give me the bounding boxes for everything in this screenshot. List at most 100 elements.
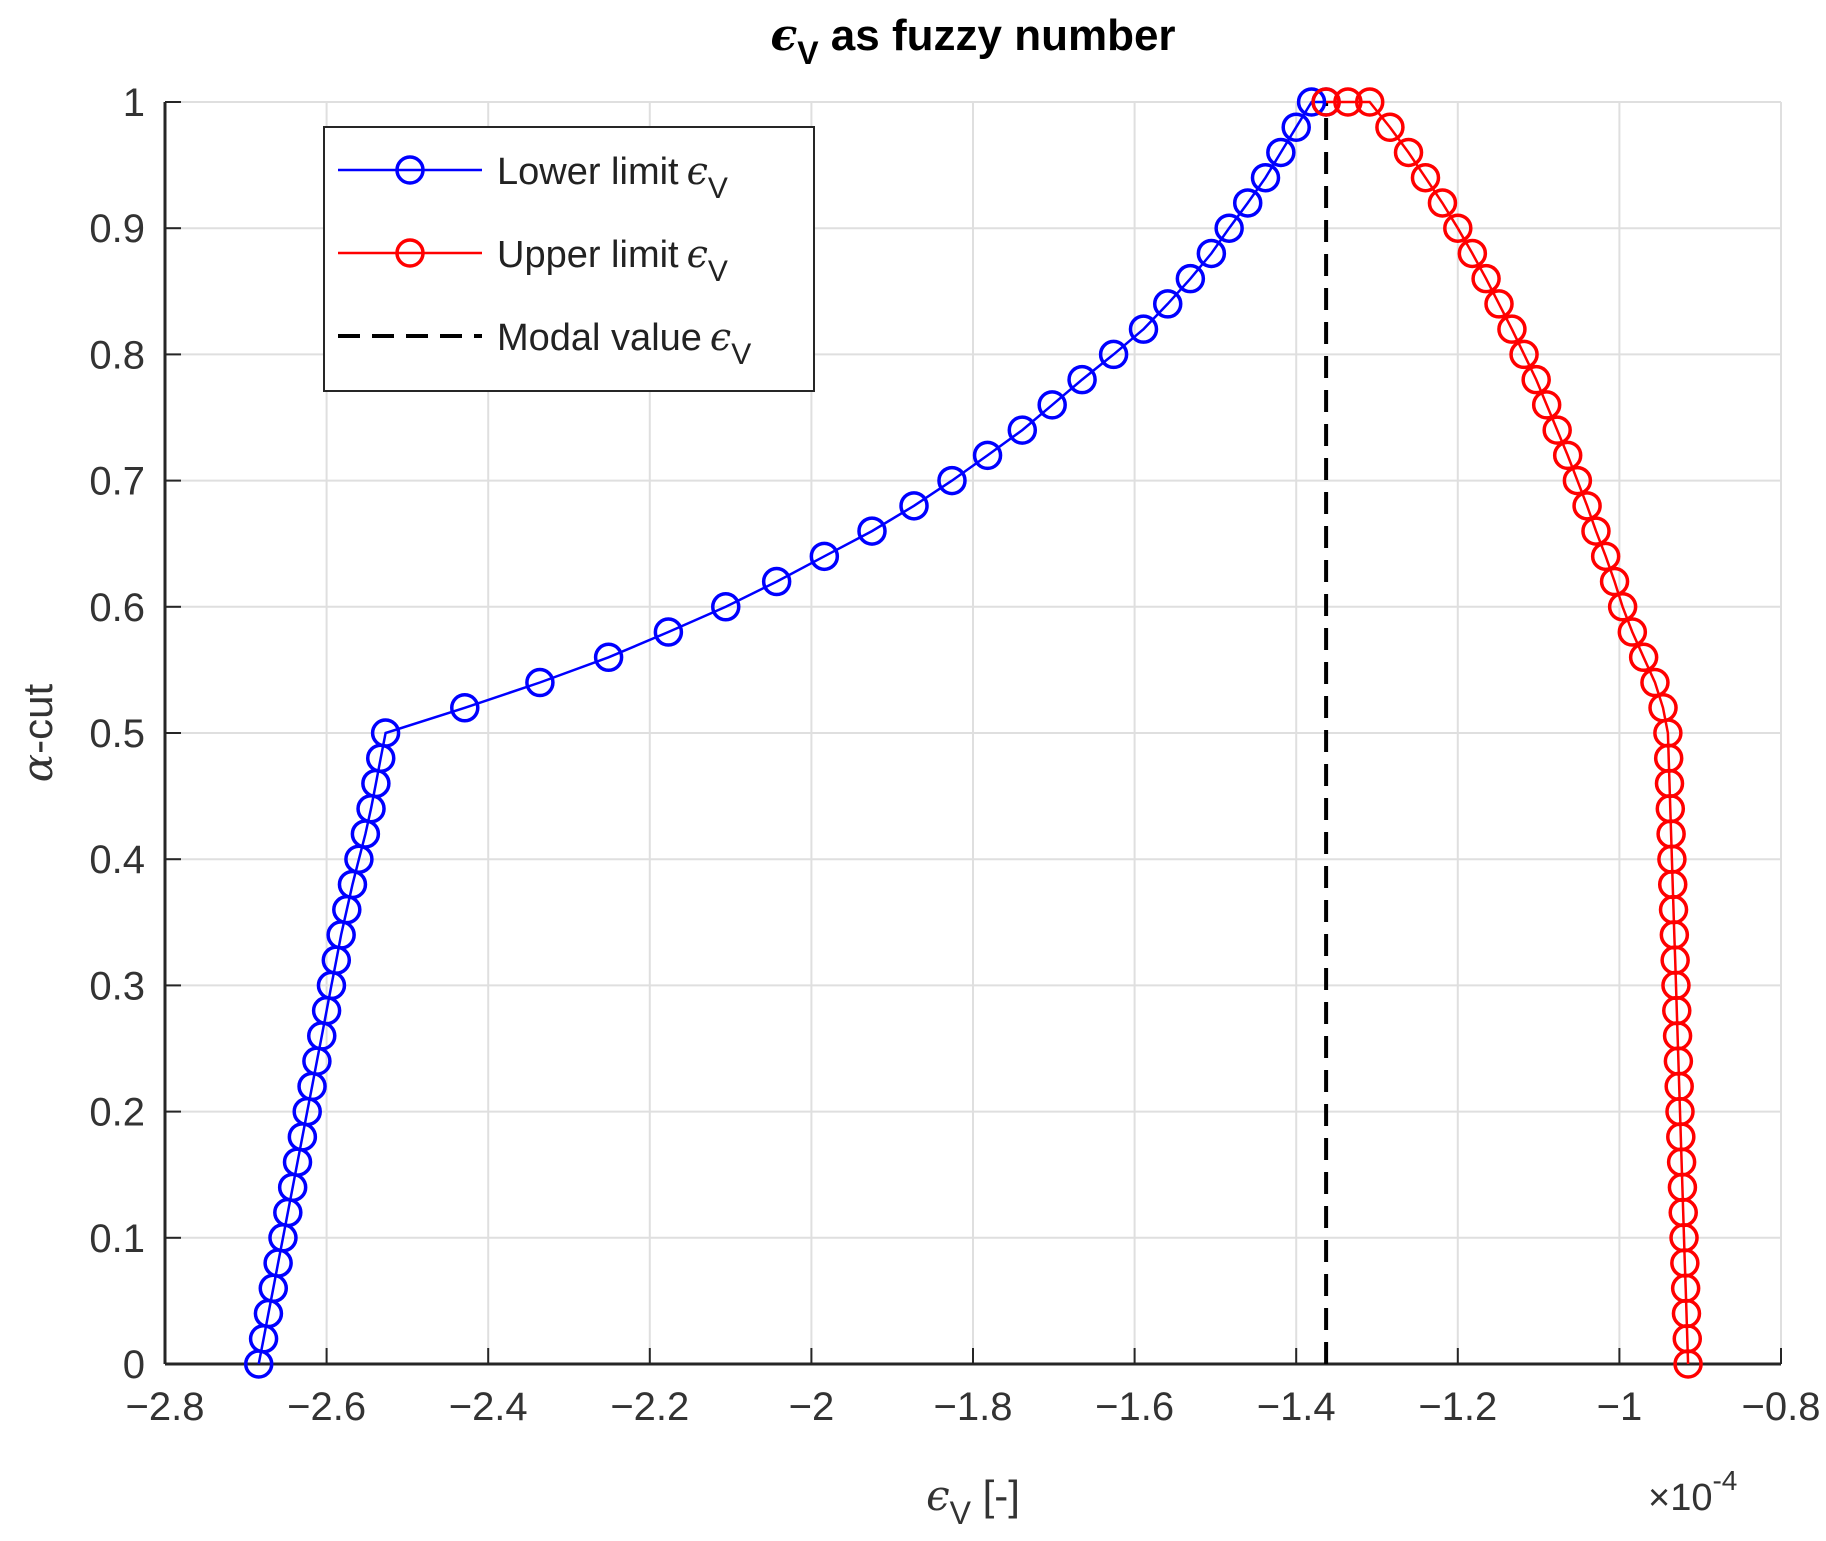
x-tick-labels: −2.8 −2.6 −2.4 −2.2 −2 −1.8 −1.6 −1.4 −1.2 −1 −0.8	[126, 1385, 1821, 1429]
x-tick-label-5: −1.8	[934, 1385, 1013, 1429]
y-tick-label-5: 0.5	[89, 712, 145, 756]
series-1-point-36	[1552, 440, 1583, 471]
series-1-point-42	[1484, 289, 1514, 319]
legend-entry-upper: Upper limit ϵV	[497, 232, 728, 288]
series-0-point-29	[653, 617, 684, 647]
legend-lower-subscript: V	[708, 172, 728, 205]
series-1-point-45	[1443, 213, 1473, 243]
x-axis-multiplier: ×10-4	[1648, 1465, 1737, 1519]
series-1	[1311, 87, 1703, 1379]
series-1-point-48	[1393, 137, 1424, 168]
multiplier-base: 10	[1670, 1477, 1712, 1519]
series-0-point-47	[1250, 162, 1281, 193]
series-1-point-47	[1410, 162, 1441, 193]
series-0-point-38	[1037, 390, 1067, 420]
x-tick-label-4: −2	[789, 1385, 835, 1429]
x-axis-label: ϵV [-]	[926, 1471, 1020, 1531]
x-tick-label-1: −2.6	[287, 1385, 366, 1429]
series-1-point-35	[1562, 465, 1593, 496]
series-0-point-26	[450, 693, 480, 723]
series-0-point-50	[1296, 87, 1327, 117]
legend-marker-0	[395, 155, 425, 185]
legend-sample-upper	[338, 238, 482, 268]
y-tick-label-9: 0.9	[89, 207, 145, 251]
legend-sample-lower	[338, 155, 482, 185]
series-0-point-43	[1175, 263, 1206, 294]
legend-entry-lower: Lower limit ϵV	[497, 149, 728, 205]
xlabel-text: [-]	[971, 1472, 1020, 1519]
y-axis-label: α-cut	[13, 683, 62, 782]
ylabel-text: -cut	[14, 683, 61, 753]
series-0-point-28	[593, 642, 624, 673]
series-1-point-43	[1471, 263, 1501, 294]
series-0-point-34	[899, 491, 929, 521]
legend-lower-name: Lower limit	[497, 151, 679, 193]
xlabel-subscript: V	[950, 1495, 972, 1531]
series-0-point-41	[1128, 314, 1159, 344]
x-tick-label-9: −1	[1597, 1385, 1643, 1429]
title-subscript: V	[797, 35, 819, 71]
series-line-1	[1326, 100, 1690, 1365]
series-0-point-31	[761, 566, 792, 597]
axes	[163, 101, 1782, 1366]
title-symbol: ϵ	[770, 10, 797, 61]
series-0-point-39	[1067, 364, 1097, 395]
y-tick-label-1: 0.1	[89, 1217, 145, 1261]
chart-title: ϵV as fuzzy number	[770, 10, 1175, 71]
series-1-point-49	[1375, 112, 1405, 142]
series-0-point-49	[1281, 112, 1311, 142]
series-1-point-38	[1531, 390, 1562, 420]
x-tick-label-3: −2.2	[610, 1385, 689, 1429]
legend-upper-subscript: V	[708, 255, 728, 288]
legend-modal-symbol: ϵ	[710, 315, 731, 359]
y-tick-label-6: 0.6	[89, 586, 145, 630]
series-1-point-28	[1628, 642, 1659, 673]
series-layer	[243, 87, 1703, 1379]
series-0-point-35	[937, 465, 967, 496]
x-tick-label-6: −1.6	[1095, 1385, 1174, 1429]
series-0-point-32	[809, 541, 840, 572]
legend-upper-name: Upper limit	[497, 234, 679, 276]
title-text: as fuzzy number	[819, 11, 1176, 60]
series-1-point-46	[1427, 188, 1458, 218]
multiplier-exponent: -4	[1712, 1465, 1737, 1496]
series-1-point-37	[1542, 415, 1572, 445]
y-tick-labels: 0 0.1 0.2 0.3 0.4 0.5 0.6 0.7 0.8 0.9 1	[89, 81, 145, 1387]
y-tick-label-3: 0.3	[89, 964, 145, 1008]
legend-lower-symbol: ϵ	[687, 149, 708, 193]
legend-entry-modal: Modal value ϵV	[497, 315, 751, 371]
series-1-point-52	[1311, 87, 1341, 117]
series-0-point-42	[1152, 289, 1183, 319]
y-tick-label-7: 0.7	[89, 460, 145, 504]
series-0-point-36	[972, 440, 1003, 471]
series-0	[243, 87, 1341, 1379]
series-0-point-46	[1232, 188, 1263, 218]
series-0-point-33	[857, 516, 887, 546]
series-1-point-41	[1497, 314, 1527, 344]
series-1-point-50	[1354, 87, 1385, 117]
series-1-point-51	[1333, 87, 1363, 117]
legend-upper-symbol: ϵ	[687, 232, 708, 276]
series-0-point-40	[1098, 339, 1129, 370]
multiplier-times: ×	[1648, 1477, 1670, 1519]
x-tick-label-0: −2.8	[126, 1385, 205, 1429]
series-0-point-30	[711, 592, 741, 622]
series-1-point-31	[1599, 566, 1630, 597]
y-tick-label-0: 0	[123, 1343, 145, 1387]
xlabel-symbol: ϵ	[926, 1471, 950, 1520]
y-tick-label-8: 0.8	[89, 333, 145, 377]
series-1-point-39	[1521, 364, 1551, 395]
series-1-point-29	[1617, 617, 1648, 647]
x-tick-label-2: −2.4	[449, 1385, 528, 1429]
x-tick-label-7: −1.4	[1257, 1385, 1336, 1429]
ylabel-symbol: α	[13, 754, 62, 782]
y-tick-label-10: 1	[123, 81, 145, 125]
series-0-point-37	[1007, 415, 1038, 445]
series-1-point-40	[1509, 339, 1539, 370]
series-1-point-32	[1590, 541, 1621, 572]
legend: Lower limit ϵV Upper limit ϵV Modal value ϵ…	[323, 126, 815, 392]
series-0-point-45	[1214, 213, 1244, 243]
series-1-point-34	[1572, 491, 1602, 521]
series-0-point-27	[525, 667, 555, 698]
